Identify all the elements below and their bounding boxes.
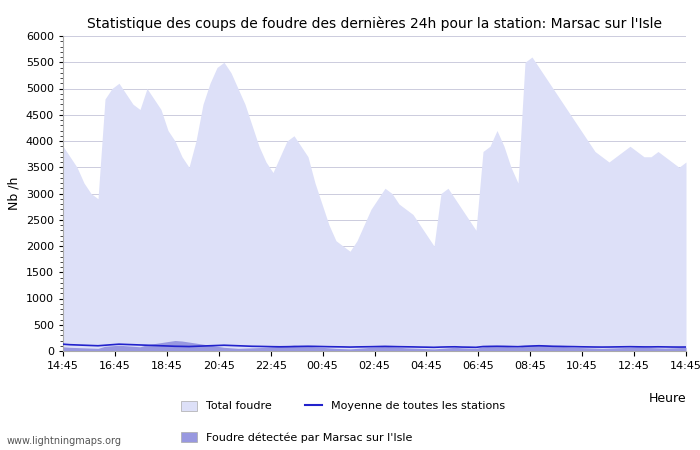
Text: www.lightningmaps.org: www.lightningmaps.org [7, 436, 122, 446]
Text: Heure: Heure [648, 392, 686, 405]
Legend: Foudre détectée par Marsac sur l'Isle: Foudre détectée par Marsac sur l'Isle [181, 432, 412, 443]
Title: Statistique des coups de foudre des dernières 24h pour la station: Marsac sur l': Statistique des coups de foudre des dern… [87, 16, 662, 31]
Y-axis label: Nb /h: Nb /h [7, 177, 20, 210]
